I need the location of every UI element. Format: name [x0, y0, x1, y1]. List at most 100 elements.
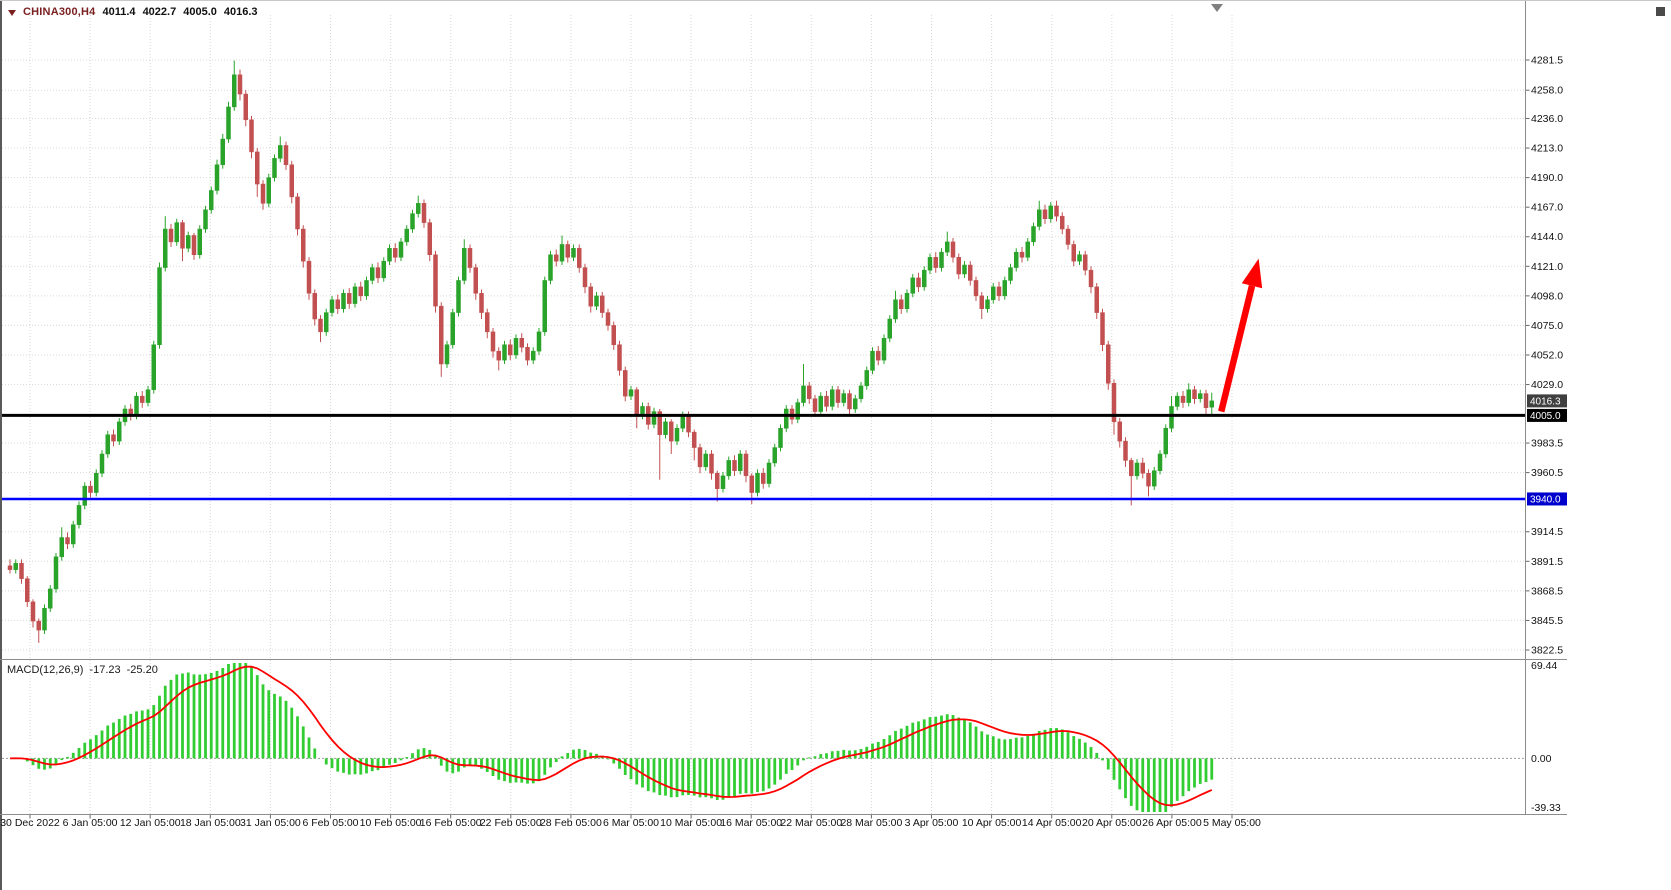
trend-arrow-shaft[interactable] — [1218, 285, 1256, 413]
candle-body — [559, 244, 565, 262]
candle-body — [1065, 228, 1071, 245]
price-tick-label: 4098.0 — [1531, 290, 1563, 302]
chart-shift-marker-icon — [1211, 4, 1223, 12]
price-tick-label: 4167.0 — [1531, 202, 1563, 214]
candle-body — [364, 280, 369, 297]
candle-body — [968, 264, 973, 281]
candle-body — [916, 277, 921, 288]
candle-body — [1048, 205, 1053, 219]
candle-body — [922, 269, 927, 288]
time-scale[interactable] — [0, 814, 1525, 836]
candle-body — [209, 190, 214, 210]
candle-body — [36, 620, 41, 631]
ohlc-open: 4011.4 — [102, 6, 136, 18]
candle-body — [427, 222, 432, 255]
candle-body — [1111, 383, 1117, 423]
candle-body — [226, 106, 231, 140]
price-tick-label: 3845.5 — [1531, 615, 1563, 627]
candle-body — [1129, 460, 1134, 477]
candle-body — [985, 299, 990, 309]
candle-body — [347, 293, 352, 304]
candle-body — [467, 248, 473, 268]
candle-body — [410, 213, 415, 230]
candle-body — [301, 228, 306, 262]
candle-body — [519, 338, 524, 348]
candle-body — [105, 434, 110, 455]
candle-body — [945, 241, 950, 253]
candle-body — [220, 138, 225, 166]
candle-body — [485, 312, 490, 333]
candle-body — [1002, 280, 1007, 297]
candle-body — [260, 183, 266, 204]
candle-body — [663, 421, 668, 435]
chart-header: CHINA300,H4 4011.4 4022.7 4005.0 4016.3 — [8, 5, 258, 19]
candle-body — [1083, 254, 1088, 271]
time-label: 18 Jan 05:00 — [180, 817, 241, 829]
candle-body — [232, 74, 237, 108]
candle-body — [1037, 209, 1042, 227]
candle-body — [255, 151, 260, 185]
candle-body — [1152, 470, 1157, 487]
candle-body — [1054, 205, 1059, 217]
time-label: 31 Jan 05:00 — [240, 817, 301, 829]
candle-body — [542, 280, 547, 333]
candle-body — [48, 588, 53, 609]
price-tick-label: 4281.5 — [1531, 55, 1563, 67]
candle-body — [525, 347, 530, 361]
candle-body — [197, 228, 202, 255]
candle-body — [1019, 251, 1025, 258]
candle-body — [743, 453, 749, 477]
candle-body — [168, 228, 174, 243]
candle-body — [266, 177, 271, 204]
candle-body — [30, 601, 36, 622]
price-tick-label: 3960.5 — [1531, 467, 1563, 479]
time-label: 16 Mar 05:00 — [720, 817, 782, 829]
candle-body — [893, 299, 898, 320]
candle-body — [237, 74, 243, 95]
candle-body — [99, 453, 105, 474]
candle-body — [370, 267, 375, 281]
macd-signal-line — [9, 665, 1213, 807]
candle-body — [680, 415, 685, 429]
time-label: 5 May 05:00 — [1203, 817, 1261, 829]
candle-body — [312, 293, 317, 320]
candle-body — [582, 267, 588, 288]
candle-body — [847, 393, 852, 410]
candle-body — [755, 473, 760, 493]
candle-body — [186, 235, 191, 249]
candle-body — [1100, 312, 1105, 345]
candle-body — [59, 537, 64, 558]
candle-body — [151, 344, 156, 390]
time-label: 20 Apr 05:00 — [1082, 817, 1142, 829]
candle-body — [611, 325, 616, 345]
candle-body — [565, 244, 570, 258]
candle-body — [7, 565, 13, 570]
candle-body — [1123, 440, 1128, 461]
candle-body — [628, 389, 634, 397]
candle-body — [887, 318, 892, 339]
candle-body — [726, 460, 731, 477]
candle-body — [111, 434, 116, 442]
candle-body — [531, 350, 536, 361]
candle-body — [973, 280, 979, 297]
candle-body — [991, 286, 996, 300]
candle-body — [617, 344, 622, 371]
time-label: 28 Mar 05:00 — [840, 817, 902, 829]
candle-body — [784, 408, 789, 429]
candle-body — [830, 389, 835, 407]
price-scale[interactable] — [1526, 1, 1568, 814]
candle-body — [1077, 254, 1082, 262]
candle-body — [881, 338, 887, 361]
ohlc-high: 4022.7 — [142, 6, 177, 18]
candle-body — [53, 556, 59, 590]
candle-body — [191, 235, 197, 255]
trend-arrow-head[interactable] — [1241, 258, 1263, 289]
candle-body — [1008, 267, 1013, 281]
macd-name: MACD(12,26,9) — [7, 664, 84, 676]
symbol-marker-icon — [8, 9, 16, 16]
candle-body — [306, 260, 312, 294]
candle-body — [996, 286, 1002, 297]
price-tick-label: 4144.0 — [1531, 231, 1563, 243]
